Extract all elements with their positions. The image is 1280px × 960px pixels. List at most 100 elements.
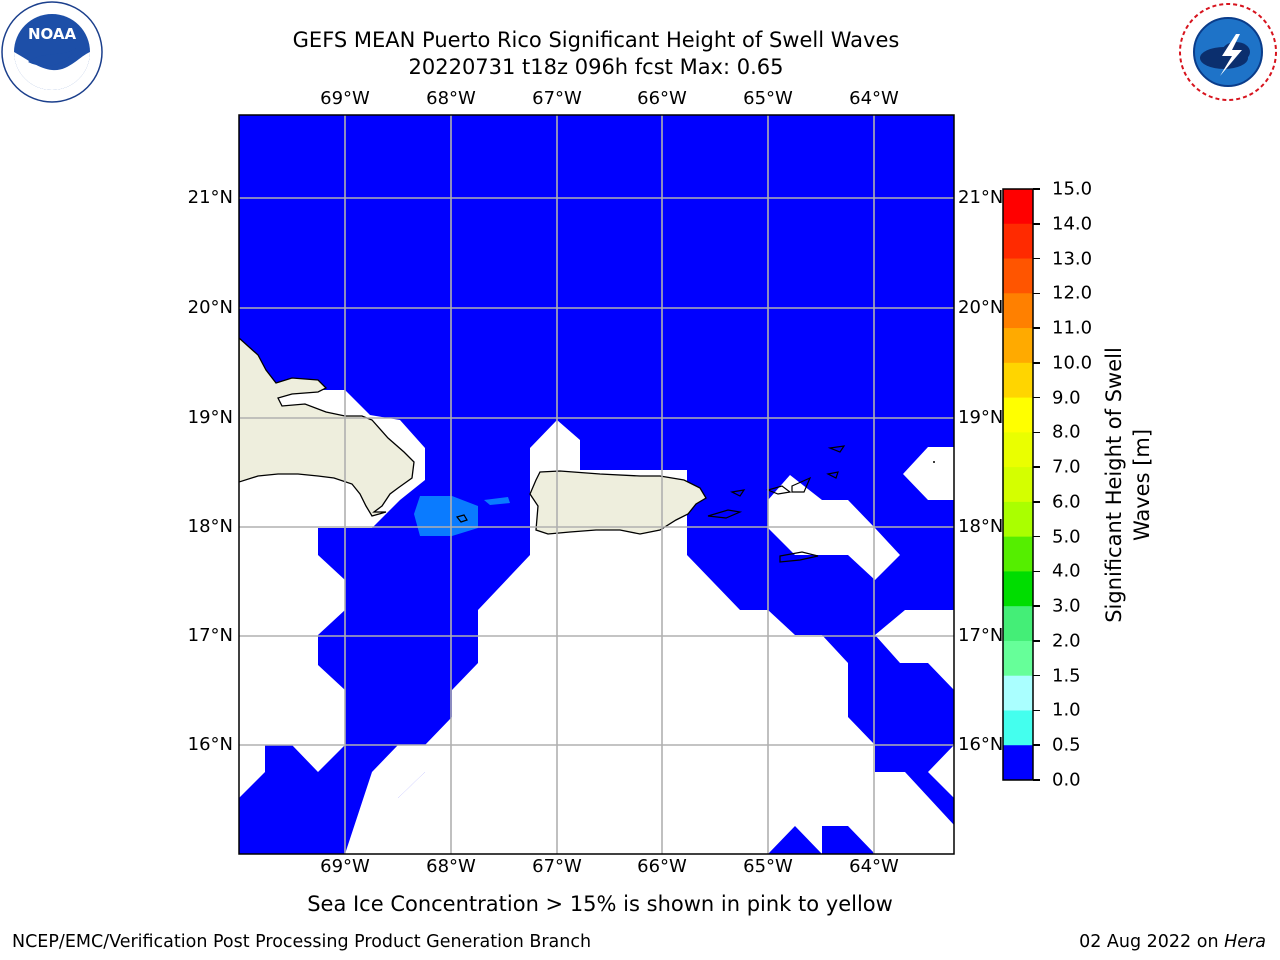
colorbar-tick-label: 1.5 xyxy=(1052,665,1081,687)
swell-0-5-1-0-area xyxy=(484,497,510,505)
colorbar-tick-mark xyxy=(1033,744,1040,746)
lat-label-left: 18°N xyxy=(187,516,233,537)
colorbar-tick-mark xyxy=(1033,257,1040,260)
colorbar-tick-mark xyxy=(1033,674,1040,677)
colorbar-segment xyxy=(1003,571,1033,607)
mona-island xyxy=(455,514,468,523)
lon-label-bottom: 64°W xyxy=(849,856,899,877)
colorbar-segment xyxy=(1003,223,1033,260)
colorbar-tick-mark xyxy=(1033,501,1040,503)
colorbar-tick-mark xyxy=(1033,362,1040,364)
lon-label-bottom: 66°W xyxy=(637,856,687,877)
lon-label-top: 69°W xyxy=(320,88,370,109)
colorbar-tick-label: 0.0 xyxy=(1052,769,1081,791)
lat-label-left: 19°N xyxy=(187,407,233,428)
colorbar-tick-label: 7.0 xyxy=(1052,456,1081,478)
lon-label-top: 67°W xyxy=(532,88,582,109)
colorbar-tick-mark xyxy=(1033,292,1040,295)
lat-label-right: 20°N xyxy=(958,297,1004,318)
lat-label-right: 18°N xyxy=(958,516,1004,537)
colorbar-segment xyxy=(1003,606,1033,642)
colorbar-segment xyxy=(1003,501,1033,538)
colorbar-label-line1: Significant Height of Swell xyxy=(1102,347,1126,623)
no-data-area xyxy=(903,447,954,500)
st-croix-island xyxy=(779,551,819,563)
colorbar-tick-mark xyxy=(1033,640,1040,642)
no-data-area xyxy=(928,745,954,798)
lon-label-top: 66°W xyxy=(637,88,687,109)
colorbar-tick-mark xyxy=(1033,535,1040,538)
colorbar-tick-mark xyxy=(1033,396,1040,399)
colorbar-segment xyxy=(1003,397,1033,433)
colorbar-label: Significant Height of Swell Waves [m] xyxy=(1100,347,1156,623)
colorbar-tick-mark xyxy=(1033,188,1040,190)
anguilla-islands xyxy=(826,445,846,479)
colorbar-tick-label: 12.0 xyxy=(1052,282,1093,304)
colorbar-segment xyxy=(1003,710,1033,746)
colorbar-tick-label: 3.0 xyxy=(1052,595,1081,617)
colorbar-tick-label: 8.0 xyxy=(1052,421,1081,443)
lat-label-left: 17°N xyxy=(187,625,233,646)
colorbar-tick-label: 11.0 xyxy=(1052,317,1093,339)
noaa-logo-text: NOAA xyxy=(28,25,77,43)
footer-branch: NCEP/EMC/Verification Post Processing Pr… xyxy=(12,932,592,952)
lat-label-left: 16°N xyxy=(187,734,233,755)
lat-label-right: 16°N xyxy=(958,734,1004,755)
map-gridlines xyxy=(239,115,954,854)
colorbar-segment xyxy=(1003,467,1033,503)
sea-ice-caption: Sea Ice Concentration > 15% is shown in … xyxy=(307,892,893,916)
colorbar-tick-mark xyxy=(1033,570,1040,573)
colorbar-tick-label: 6.0 xyxy=(1052,491,1081,513)
colorbar-tick-label: 0.5 xyxy=(1052,734,1081,756)
lon-label-top: 68°W xyxy=(426,88,476,109)
chart-subtitle: 20220731 t18z 096h fcst Max: 0.65 xyxy=(408,55,784,79)
footer-date: 02 Aug 2022 on Hera xyxy=(1079,932,1266,952)
vieques-island xyxy=(707,509,743,519)
no-data-area xyxy=(875,610,954,690)
no-data-area xyxy=(345,745,425,854)
lon-label-bottom: 65°W xyxy=(743,856,793,877)
colorbar-segment xyxy=(1003,536,1033,572)
colorbar xyxy=(1002,188,1034,781)
colorbar-tick-label: 13.0 xyxy=(1052,248,1093,270)
colorbar-segment xyxy=(1003,293,1033,329)
colorbar-tick-mark xyxy=(1033,466,1040,468)
virgin-islands xyxy=(730,476,812,497)
colorbar-segment xyxy=(1003,362,1033,399)
no-data-area xyxy=(292,745,345,772)
swell-0-5-1-0-area xyxy=(414,496,478,536)
colorbar-segment xyxy=(1003,675,1033,711)
colorbar-segment xyxy=(1003,745,1033,781)
colorbar-tick-label: 2.0 xyxy=(1052,630,1081,652)
footer-host: Hera xyxy=(1224,932,1266,952)
chart-title: GEFS MEAN Puerto Rico Significant Height… xyxy=(292,28,900,52)
map-frame xyxy=(238,114,955,855)
colorbar-tick-mark xyxy=(1033,779,1040,781)
colorbar-tick-label: 15.0 xyxy=(1052,178,1093,200)
no-data-area xyxy=(239,745,265,798)
colorbar-tick-mark xyxy=(1033,605,1040,607)
lat-label-right: 17°N xyxy=(958,625,1004,646)
caption: Sea Ice Concentration > 15% is shown in … xyxy=(0,890,1280,918)
lat-label-left: 20°N xyxy=(187,297,233,318)
lon-label-top: 64°W xyxy=(849,88,899,109)
colorbar-segment xyxy=(1003,432,1033,468)
colorbar-tick-label: 10.0 xyxy=(1052,352,1093,374)
colorbar-tick-label: 1.0 xyxy=(1052,699,1081,721)
noaa-logo: NOAA xyxy=(1,1,103,103)
colorbar-segment xyxy=(1003,258,1033,294)
lon-label-bottom: 69°W xyxy=(320,856,370,877)
hispaniola-land xyxy=(239,337,415,517)
colorbar-tick-label: 5.0 xyxy=(1052,526,1081,548)
colorbar-tick-mark xyxy=(1033,709,1040,712)
lat-label-right: 21°N xyxy=(958,187,1004,208)
nws-logo xyxy=(1178,2,1278,102)
colorbar-tick-label: 14.0 xyxy=(1052,213,1093,235)
footer-date-text: 02 Aug 2022 on xyxy=(1079,932,1219,952)
colorbar-segment xyxy=(1003,640,1033,677)
lon-label-top: 65°W xyxy=(743,88,793,109)
colorbar-tick-mark xyxy=(1033,327,1040,329)
colorbar-tick-mark xyxy=(1033,223,1040,225)
colorbar-tick-label: 4.0 xyxy=(1052,560,1081,582)
